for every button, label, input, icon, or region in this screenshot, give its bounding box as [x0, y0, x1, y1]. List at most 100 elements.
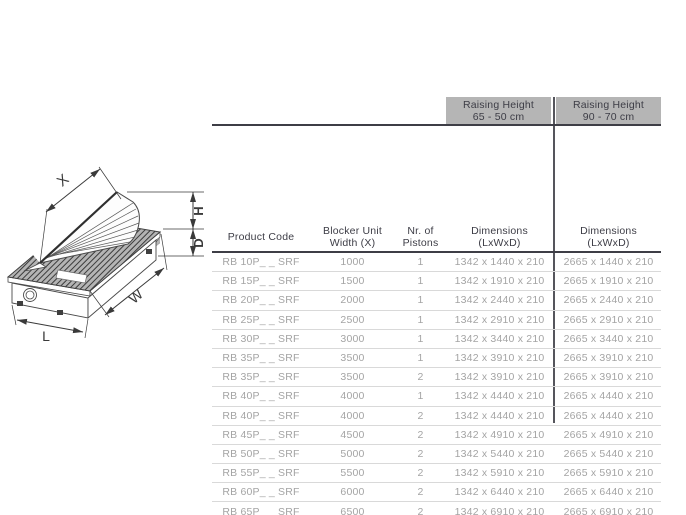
access-panel — [55, 269, 88, 284]
cell-dimensions-2: 2665 x 4910 x 210 — [563, 428, 654, 441]
table-row: RB 50P_ _ SRF 5000 2 1342 x 5440 x 210 2… — [212, 445, 661, 465]
cell-dimensions-1: 1342 x 3910 x 210 — [454, 352, 545, 365]
cell-pistons: 2 — [417, 486, 424, 499]
cell-pistons: 2 — [417, 447, 424, 460]
dimension-l — [11, 304, 89, 339]
cell-product-code: RB 35P_ _ SRF — [222, 371, 300, 384]
header-rule-bottom — [212, 251, 661, 253]
cell-pistons: 1 — [417, 294, 424, 307]
cell-pistons: 2 — [417, 467, 424, 480]
table-body: RB 10P_ _ SRF 1000 1 1342 x 1440 x 210 2… — [212, 253, 661, 515]
cell-blocker-width: 6500 — [340, 505, 365, 515]
cell-product-code: RB 15P_ _ SRF — [222, 275, 300, 288]
cell-blocker-width: 4000 — [340, 390, 365, 403]
table-row: RB 30P_ _ SRF 3000 1 1342 x 3440 x 210 2… — [212, 330, 661, 349]
dimension-x — [39, 166, 122, 264]
cell-blocker-width: 1000 — [340, 256, 365, 269]
table-row: RB 20P_ _ SRF 2000 1 1342 x 2440 x 210 2… — [212, 291, 661, 311]
cell-product-code: RB 65P_ _ SRF — [222, 505, 300, 515]
table-row: RB 55P_ _ SRF 5500 2 1342 x 5910 x 210 2… — [212, 464, 661, 484]
cell-dimensions-1: 1342 x 4440 x 210 — [454, 390, 545, 403]
cell-product-code: RB 55P_ _ SRF — [222, 467, 300, 480]
table-row: RB 35P_ _ SRF 3500 1 1342 x 3910 x 210 2… — [212, 349, 661, 369]
table-row: RB 65P_ _ SRF 6500 2 1342 x 6910 x 210 2… — [212, 502, 661, 515]
table-row: RB 40P_ _ SRF 4000 1 1342 x 4440 x 210 2… — [212, 387, 661, 407]
table-row: RB 10P_ _ SRF 1000 1 1342 x 1440 x 210 2… — [212, 253, 661, 273]
cell-pistons: 2 — [417, 409, 424, 422]
cell-blocker-width: 1500 — [340, 275, 365, 288]
cell-dimensions-2: 2665 x 1910 x 210 — [563, 275, 654, 288]
table-row: RB 40P_ _ SRF 4000 2 1342 x 4440 x 210 2… — [212, 407, 661, 426]
column-header-pistons: Nr. of Pistons — [402, 225, 439, 249]
cell-product-code: RB 35P_ _ SRF — [222, 352, 300, 365]
table-header-row: Product Code Blocker Unit Width (X) Nr. … — [212, 223, 661, 251]
cell-dimensions-2: 2665 x 3910 x 210 — [563, 352, 654, 365]
cell-dimensions-2: 2665 x 4440 x 210 — [563, 390, 654, 403]
cell-product-code: RB 10P_ _ SRF — [222, 256, 300, 269]
cell-blocker-width: 4000 — [340, 409, 365, 422]
cell-product-code: RB 20P_ _ SRF — [222, 294, 300, 307]
cell-blocker-width: 6000 — [340, 486, 365, 499]
dim-label-l: L — [42, 328, 50, 344]
header-rule-top — [212, 124, 661, 126]
conduit-hole — [23, 288, 37, 302]
cell-pistons: 1 — [417, 332, 424, 345]
raising-height-group-1: Raising Height 65 - 50 cm — [446, 97, 551, 124]
cell-dimensions-1: 1342 x 4910 x 210 — [454, 428, 545, 441]
raising-height-range: 90 - 70 cm — [582, 110, 635, 123]
cell-blocker-width: 4500 — [340, 428, 365, 441]
table-row: RB 60P_ _ SRF 6000 2 1342 x 6440 x 210 2… — [212, 483, 661, 503]
cell-product-code: RB 30P_ _ SRF — [222, 332, 300, 345]
cell-blocker-width: 2500 — [340, 313, 365, 326]
foot-bracket — [17, 301, 23, 306]
table-row: RB 15P_ _ SRF 1500 1 1342 x 1910 x 210 2… — [212, 272, 661, 292]
cell-dimensions-1: 1342 x 2440 x 210 — [454, 294, 545, 307]
cell-dimensions-1: 1342 x 4440 x 210 — [454, 409, 545, 422]
cell-dimensions-1: 1342 x 1440 x 210 — [454, 256, 545, 269]
road-blocker-isometric: X H D W L — [6, 166, 206, 344]
dim-label-h: H — [191, 206, 206, 215]
cell-pistons: 1 — [417, 256, 424, 269]
cell-dimensions-2: 2665 x 3440 x 210 — [563, 332, 654, 345]
cell-blocker-width: 3500 — [340, 352, 365, 365]
cell-pistons: 2 — [417, 371, 424, 384]
flap-top-edge — [39, 191, 118, 264]
cell-dimensions-1: 1342 x 3910 x 210 — [454, 371, 545, 384]
cell-product-code: RB 40P_ _ SRF — [222, 390, 300, 403]
column-header-blocker-width: Blocker Unit Width (X) — [322, 225, 382, 249]
cell-dimensions-2: 2665 x 3910 x 210 — [563, 371, 654, 384]
cell-product-code: RB 60P_ _ SRF — [222, 486, 300, 499]
cell-blocker-width: 5500 — [340, 467, 365, 480]
column-header-product-code: Product Code — [227, 231, 295, 243]
cell-blocker-width: 3500 — [340, 371, 365, 384]
raising-height-title: Raising Height — [572, 98, 645, 111]
dim-label-d: D — [191, 238, 206, 247]
raising-height-title: Raising Height — [462, 98, 535, 111]
cell-pistons: 1 — [417, 390, 424, 403]
foot-bracket — [57, 310, 63, 315]
dim-label-w: W — [125, 285, 146, 306]
cell-pistons: 2 — [417, 428, 424, 441]
cell-dimensions-2: 2665 x 5910 x 210 — [563, 467, 654, 480]
cell-dimensions-2: 2665 x 2440 x 210 — [563, 294, 654, 307]
cell-blocker-width: 5000 — [340, 447, 365, 460]
cell-dimensions-1: 1342 x 5440 x 210 — [454, 447, 545, 460]
cell-product-code: RB 50P_ _ SRF — [222, 447, 300, 460]
cell-blocker-width: 2000 — [340, 294, 365, 307]
dimension-w — [89, 233, 168, 318]
spec-table: Raising Height 65 - 50 cm Raising Height… — [212, 97, 662, 515]
table-row: RB 45P_ _ SRF 4500 2 1342 x 4910 x 210 2… — [212, 426, 661, 445]
column-header-dimensions-1: Dimensions (LxWxD) — [471, 225, 528, 249]
cell-pistons: 2 — [417, 505, 424, 515]
cell-product-code: RB 45P_ _ SRF — [222, 428, 300, 441]
cell-dimensions-1: 1342 x 6440 x 210 — [454, 486, 545, 499]
cell-pistons: 1 — [417, 275, 424, 288]
cell-dimensions-2: 2665 x 1440 x 210 — [563, 256, 654, 269]
blocker-flap — [23, 191, 140, 272]
cell-pistons: 1 — [417, 313, 424, 326]
foot-bracket — [146, 249, 152, 254]
dimensions-column-divider — [553, 97, 555, 423]
cell-dimensions-1: 1342 x 2910 x 210 — [454, 313, 545, 326]
cell-pistons: 1 — [417, 352, 424, 365]
